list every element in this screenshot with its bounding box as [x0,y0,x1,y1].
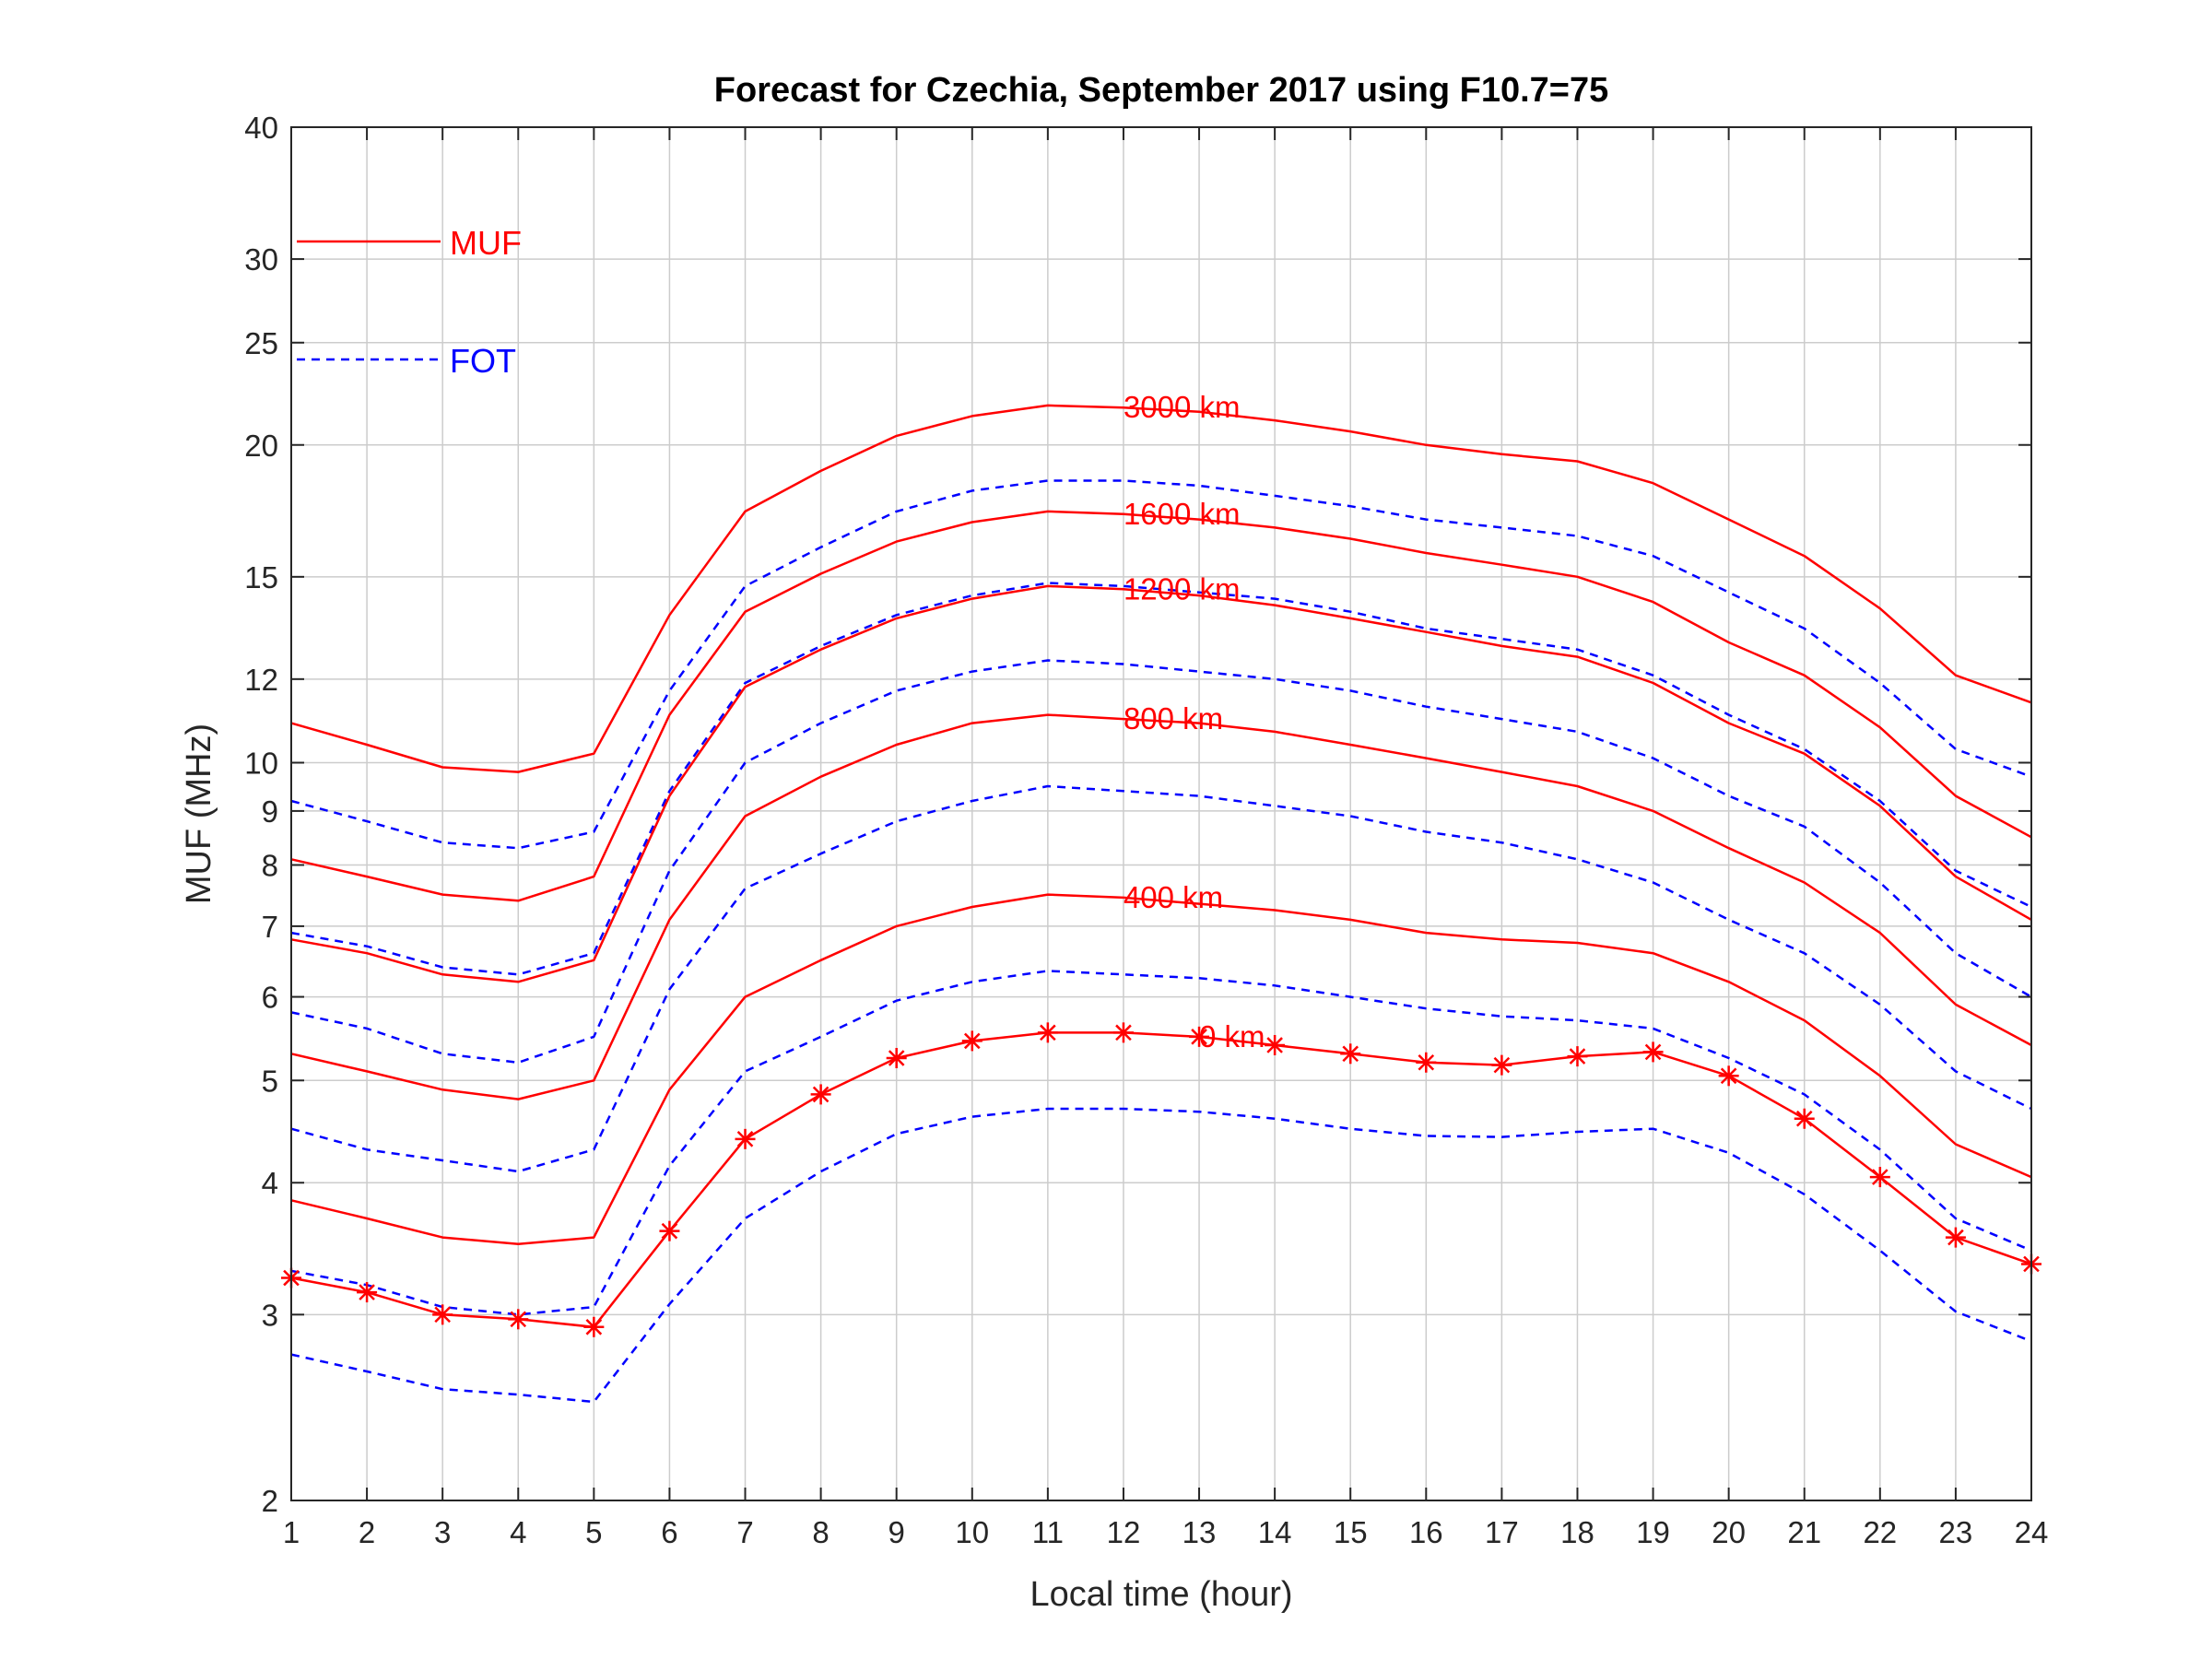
y-tick-label: 12 [244,663,278,697]
series-line-muf-1200-km [290,584,2032,983]
series-line-muf-800-km [290,713,2032,1100]
x-tick-label: 3 [434,1515,451,1549]
y-tick-label: 8 [262,848,278,882]
series-line-fot-800-km [290,784,2032,1173]
y-tick-label: 9 [262,794,278,829]
data-point-star [810,1084,831,1105]
y-tick-label: 6 [262,981,278,1015]
data-point-star [1037,1022,1058,1043]
chart-title: Forecast for Czechia, September 2017 usi… [714,71,1608,110]
data-point-star [1642,1041,1664,1063]
y-tick-label: 15 [244,560,278,594]
x-tick-label: 18 [1560,1515,1594,1549]
distance-label: 400 km [1124,880,1223,914]
series-line-muf-3000-km [290,404,2032,773]
data-point-star [1567,1046,1588,1067]
series-group [281,404,2041,1404]
x-tick-label: 22 [1863,1515,1897,1549]
x-tick-label: 23 [1939,1515,1973,1549]
x-tick-label: 19 [1636,1515,1670,1549]
x-tick-label: 6 [661,1515,677,1549]
data-point-star [886,1047,907,1068]
x-tick-label: 21 [1787,1515,1821,1549]
y-tick-label: 3 [262,1298,278,1332]
x-tick-label: 17 [1485,1515,1519,1549]
x-tick-label: 12 [1107,1515,1141,1549]
y-tick-label: 30 [244,242,278,276]
x-tick-label: 11 [1032,1515,1064,1549]
data-point-star [508,1309,529,1330]
x-tick-label: 24 [2015,1515,2049,1549]
x-tick-label: 7 [736,1515,753,1549]
y-tick-label: 10 [244,747,278,781]
grid [290,127,2032,1500]
data-point-star [1491,1054,1512,1076]
distance-label: 1200 km [1124,571,1241,606]
data-point-star [659,1220,680,1241]
y-tick-label: 7 [262,910,278,944]
x-tick-label: 14 [1258,1515,1292,1549]
x-tick-label: 15 [1334,1515,1368,1549]
data-point-star [1718,1065,1739,1087]
series-line-fot-1600-km [290,582,2032,976]
data-point-star [1869,1167,1890,1188]
y-tick-label: 25 [244,326,278,360]
data-point-star [1340,1043,1361,1065]
data-point-star [1794,1108,1815,1129]
distance-label: 1600 km [1124,497,1241,531]
data-point-star [357,1282,378,1303]
x-axis-label: Local time (hour) [1030,1575,1292,1614]
y-tick-label: 40 [244,111,278,145]
y-tick-label: 5 [262,1064,278,1098]
ticks: 1 2 3 4 5 6 7 8 9 10 11 12 13 14 15 16 17 18 19 20 21 22 23 242… [244,111,2048,1549]
data-point-star [583,1316,605,1337]
data-point-star [1189,1026,1210,1047]
distance-labels: 3000 km 1600 km 1200 km 800 km 400 km 0 km [1124,390,1265,1053]
x-tick-label: 9 [888,1515,905,1549]
data-point-star [1416,1052,1437,1073]
data-point-star [1945,1227,1966,1248]
series-line-fot-400-km [290,970,2032,1316]
y-tick-label: 4 [262,1166,278,1200]
legend-muf-label: MUF [450,224,522,262]
x-tick-label: 4 [510,1515,526,1549]
x-tick-label: 13 [1182,1515,1217,1549]
x-tick-label: 16 [1409,1515,1443,1549]
plot-frame [290,126,2032,1501]
x-tick-label: 20 [1712,1515,1746,1549]
data-point-star [961,1030,982,1052]
distance-label: 3000 km [1124,390,1241,424]
data-point-star [1265,1034,1286,1055]
distance-label: 800 km [1124,701,1223,735]
legend: MUF FOT [297,224,522,380]
distance-label: 0 km [1199,1019,1265,1053]
y-axis-label: MUF (MHz) [180,724,218,904]
x-tick-label: 10 [955,1515,989,1549]
series-line-fot-3000-km [290,479,2032,850]
x-tick-label: 2 [359,1515,375,1549]
series-line-muf-0-km [290,1031,2032,1329]
data-point-star [432,1304,453,1325]
plot-background [291,127,2031,1500]
x-tick-label: 5 [585,1515,602,1549]
y-tick-label: 2 [262,1484,278,1518]
x-tick-label: 8 [812,1515,829,1549]
data-point-star [1112,1022,1134,1043]
series-line-muf-400-km [290,893,2032,1245]
y-tick-label: 20 [244,429,278,463]
data-point-star [735,1128,756,1149]
series-line-fot-1200-km [290,659,2032,1065]
x-tick-label: 1 [283,1515,300,1549]
series-line-muf-1600-km [290,510,2032,902]
legend-fot-label: FOT [450,342,516,380]
